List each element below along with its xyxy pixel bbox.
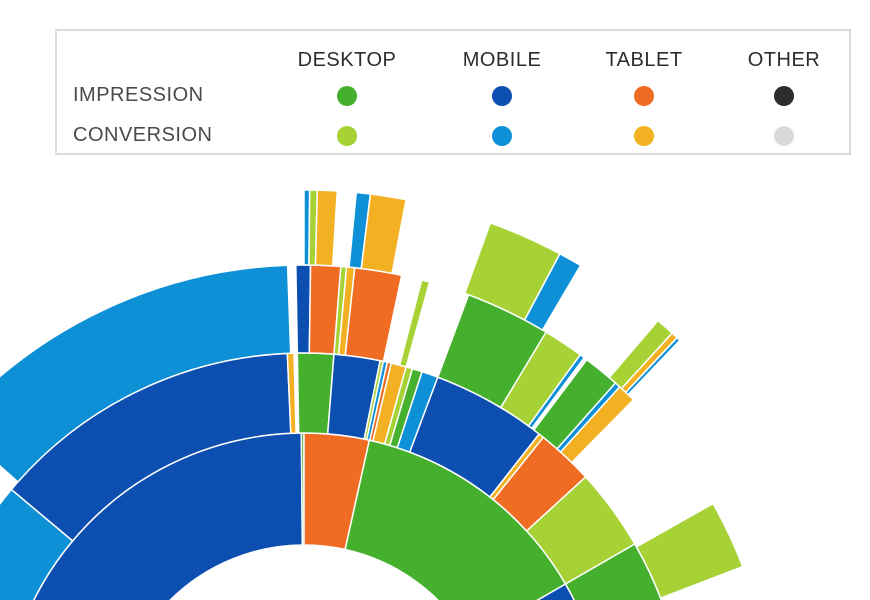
sunburst-segment-l4-6[interactable]	[523, 253, 582, 331]
legend-row-impression: IMPRESSION	[73, 84, 204, 106]
dot-impression-other	[774, 86, 794, 106]
dot-impression-tablet	[634, 86, 654, 106]
legend-col-mobile: MOBILE	[462, 49, 542, 71]
legend-col-other: OTHER	[747, 49, 821, 71]
sunburst-segment-l3-6[interactable]	[398, 279, 431, 368]
sunburst-segment-l3-9[interactable]	[527, 354, 585, 430]
dot-conversion-other	[774, 126, 794, 146]
dot-conversion-mobile	[492, 126, 512, 146]
sunburst-segment-l3-1[interactable]	[295, 264, 312, 354]
legend: DESKTOP MOBILE TABLET OTHER IMPRESSION C…	[55, 29, 851, 155]
sunburst-segment-l3-13[interactable]	[635, 502, 744, 599]
legend-col-desktop: DESKTOP	[297, 49, 397, 71]
dot-impression-mobile	[492, 86, 512, 106]
sunburst-segment-l3-0[interactable]	[0, 264, 292, 483]
sunburst-segment-l4-9[interactable]	[624, 336, 681, 396]
dot-impression-desktop	[337, 86, 357, 106]
legend-col-tablet: TABLET	[605, 49, 683, 71]
legend-row-conversion: CONVERSION	[73, 124, 213, 146]
sunburst-segment-l1-4[interactable]	[469, 583, 606, 600]
dot-conversion-tablet	[634, 126, 654, 146]
sunburst-segment-l4-4[interactable]	[360, 193, 407, 275]
sunburst-segment-l4-2[interactable]	[314, 189, 339, 267]
sunburst-segment-l3-5[interactable]	[344, 267, 403, 363]
dot-conversion-desktop	[337, 126, 357, 146]
